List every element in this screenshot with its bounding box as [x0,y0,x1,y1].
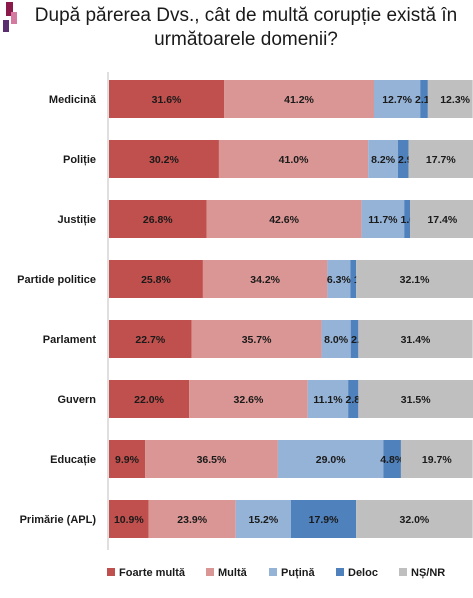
bar-segment [410,200,473,238]
data-label: 31.6% [152,94,182,106]
bar-segment [398,140,409,178]
bar-segment [235,500,291,538]
legend-label: Multă [218,567,248,579]
bar-segment [348,380,359,418]
data-label: 23.9% [177,514,207,526]
bar-segment [148,500,236,538]
bar-segment [109,260,203,298]
bar-segment [206,200,362,238]
bar-segment [404,200,411,238]
data-label: 29.0% [316,454,346,466]
data-label: 41.0% [279,154,309,166]
data-label: 26.8% [143,214,173,226]
data-label: 31.4% [401,334,431,346]
bar-segment [350,260,357,298]
legend-label: Puțină [281,567,315,579]
bar-segment [189,380,308,418]
bar-segment [383,440,401,478]
bar-segment [109,500,149,538]
legend-swatch [206,568,214,576]
bar-segment [224,80,374,118]
category-label: Partide politice [17,274,96,286]
legend-label: Deloc [348,567,378,579]
category-label: Justiție [57,214,96,226]
bar-segment [356,260,473,298]
bar-segment [277,440,384,478]
logo-icon [3,2,17,32]
bar-segment [307,380,349,418]
logo-mark-top [6,2,13,16]
data-label: 32.1% [400,274,430,286]
logo-mark-bottom [3,20,9,32]
bar-segment [191,320,322,358]
data-label: 32.0% [400,514,430,526]
data-label: 34.2% [250,274,280,286]
legend-label: NȘ/NR [411,567,445,579]
bar-segment [350,320,359,358]
bar-segment [408,140,473,178]
bar-segment [427,80,473,118]
category-label: Primărie (APL) [20,514,97,526]
category-label: Parlament [43,334,97,346]
bar-segment [291,500,357,538]
bar-segment [368,140,399,178]
bar-segment [109,140,219,178]
data-label: 8.2% [371,154,396,166]
data-label: 36.5% [197,454,227,466]
bar-segment [400,440,473,478]
bar-segment [356,500,473,538]
category-label: Poliție [63,154,96,166]
category-label: Medicină [49,94,97,106]
data-label: 12.7% [382,94,412,106]
bar-segment [327,260,351,298]
bar-segment [420,80,428,118]
bar-segment [321,320,351,358]
data-label: 30.2% [149,154,179,166]
legend-label: Foarte multă [119,567,186,579]
data-label: 10.9% [114,514,144,526]
data-label: 42.6% [269,214,299,226]
data-label: 15.2% [248,514,278,526]
data-label: 32.6% [234,394,264,406]
bar-segment [358,380,473,418]
data-label: 11.1% [313,394,343,406]
data-label: 25.8% [141,274,171,286]
bar-segment [109,200,207,238]
data-label: 8.0% [324,334,349,346]
data-label: 17.4% [427,214,457,226]
data-label: 9.9% [115,454,140,466]
data-label: 19.7% [422,454,452,466]
bar-segment [109,440,146,478]
data-label: 35.7% [242,334,272,346]
legend-swatch [107,568,115,576]
legend-swatch [399,568,407,576]
chart-title: După părerea Dvs., cât de multă corupție… [34,5,458,50]
category-label: Guvern [57,394,96,406]
logo-mark-middle [11,12,17,24]
legend-swatch [269,568,277,576]
bar-segment [202,260,328,298]
data-label: 17.9% [309,514,339,526]
data-label: 12.3% [440,94,470,106]
bar-segment [358,320,473,358]
bar-segment [361,200,405,238]
data-label: 17.7% [426,154,456,166]
category-label: Educație [50,454,96,466]
data-label: 31.5% [401,394,431,406]
data-label: 41.2% [284,94,314,106]
data-label: 22.7% [135,334,165,346]
data-label: 6.3% [327,274,352,286]
bar-segment [109,320,192,358]
data-label: 11.7% [368,214,398,226]
data-label: 22.0% [134,394,164,406]
legend-swatch [336,568,344,576]
bar-segment [109,380,190,418]
bar-segment [109,80,225,118]
bar-segment [218,140,369,178]
data-label: 4.8% [380,454,405,466]
bar-segment [145,440,278,478]
bar-segment [373,80,421,118]
